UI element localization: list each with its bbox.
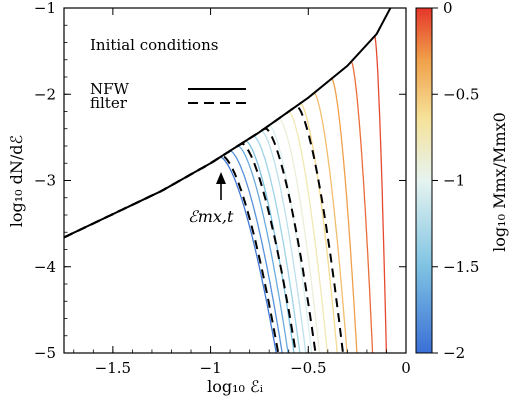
evolved-curve (64, 135, 301, 353)
evolved-curve (64, 156, 277, 353)
legend: Initial conditions NFW filter (90, 36, 246, 112)
y-tick-label: −5 (34, 344, 56, 362)
annotation-arrow-head (216, 172, 226, 184)
evolved-curve (64, 111, 329, 353)
x-tick-label: −0.5 (290, 359, 326, 377)
colorbar-tick-label: −1 (443, 172, 465, 190)
nfw-curve (64, 8, 392, 239)
x-tick-label: −1 (200, 359, 222, 377)
colorbar: 0 −0.5 −1 −1.5 −2 log₁₀ Mmx/Mmx0 (415, 0, 509, 362)
y-tick-label: −2 (34, 85, 56, 103)
colorbar-ticks: 0 −0.5 −1 −1.5 −2 (432, 0, 479, 362)
filter-curve (64, 127, 317, 353)
annotation-label: ℰmx,t (188, 207, 234, 226)
legend-title: Initial conditions (90, 36, 218, 54)
evolved-curve (64, 150, 283, 353)
y-axis-label: log₁₀ dN/dℰ (7, 134, 26, 227)
x-tick-label: 0 (401, 359, 411, 377)
y-tick-label: −4 (34, 258, 56, 276)
colorbar-label: log₁₀ Mmx/Mmx0 (490, 112, 509, 252)
x-axis-label: log₁₀ ℰᵢ (207, 377, 263, 396)
x-tick-label: −1.5 (95, 359, 131, 377)
evolved-curve (64, 145, 289, 353)
evolved-curve (64, 140, 295, 353)
colorbar-tick-label: 0 (443, 0, 453, 17)
annotation: ℰmx,t (188, 172, 234, 226)
y-tick-label: −3 (34, 172, 56, 190)
legend-label-nfw: NFW (90, 80, 130, 98)
colorbar-tick-label: −0.5 (443, 85, 479, 103)
nfw-curve-group (64, 8, 392, 239)
y-ticks: −5 −4 −3 −2 −1 (34, 0, 406, 362)
colorbar-gradient (415, 7, 433, 354)
y-tick-label: −1 (34, 0, 56, 17)
legend-label-filter: filter (90, 94, 128, 112)
colorbar-tick-label: −1.5 (443, 258, 479, 276)
x-ticks: −1.5 −1 −0.5 0 (73, 8, 411, 377)
colorbar-tick-label: −2 (443, 344, 465, 362)
